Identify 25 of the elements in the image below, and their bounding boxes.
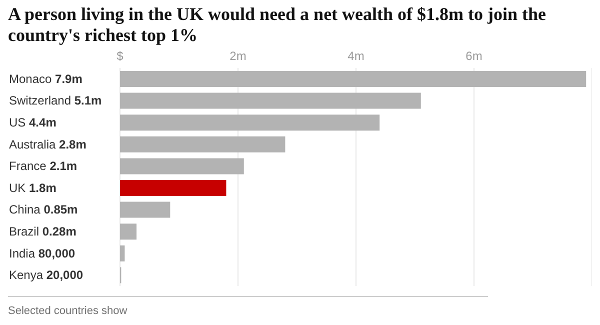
y-tick-label: Switzerland 5.1m [9,94,102,108]
x-tick-label: 2m [230,49,246,63]
bar [120,245,125,262]
y-tick-label: US 4.4m [9,116,56,130]
y-tick-label: Australia 2.8m [9,137,86,152]
bar [120,224,137,240]
bar [120,136,286,152]
y-tick-label: France 2.1m [9,159,78,174]
bar [120,114,380,131]
x-tick-label: 4m [348,49,364,63]
y-tick-label: Brazil 0.28m [9,224,76,238]
y-tick-label: UK 1.8m [9,180,56,195]
y-tick-label: China 0.85m [9,202,78,217]
chart-title: A person living in the UK would need a net wealth of $1.8m to join the country's richest top 1% [8,4,548,46]
bar [120,71,586,87]
bar [120,92,421,109]
bar [120,202,170,218]
text: Selected countries show [8,305,128,317]
bar [120,180,226,196]
x-tick-label: $ [116,49,124,63]
bar [120,158,244,174]
x-tick-label: 6m [466,49,482,63]
y-tick-label: India 80,000 [9,246,76,260]
y-tick-label: Kenya 20,000 [9,268,84,282]
y-tick-label: Monaco 7.9m [9,72,82,86]
